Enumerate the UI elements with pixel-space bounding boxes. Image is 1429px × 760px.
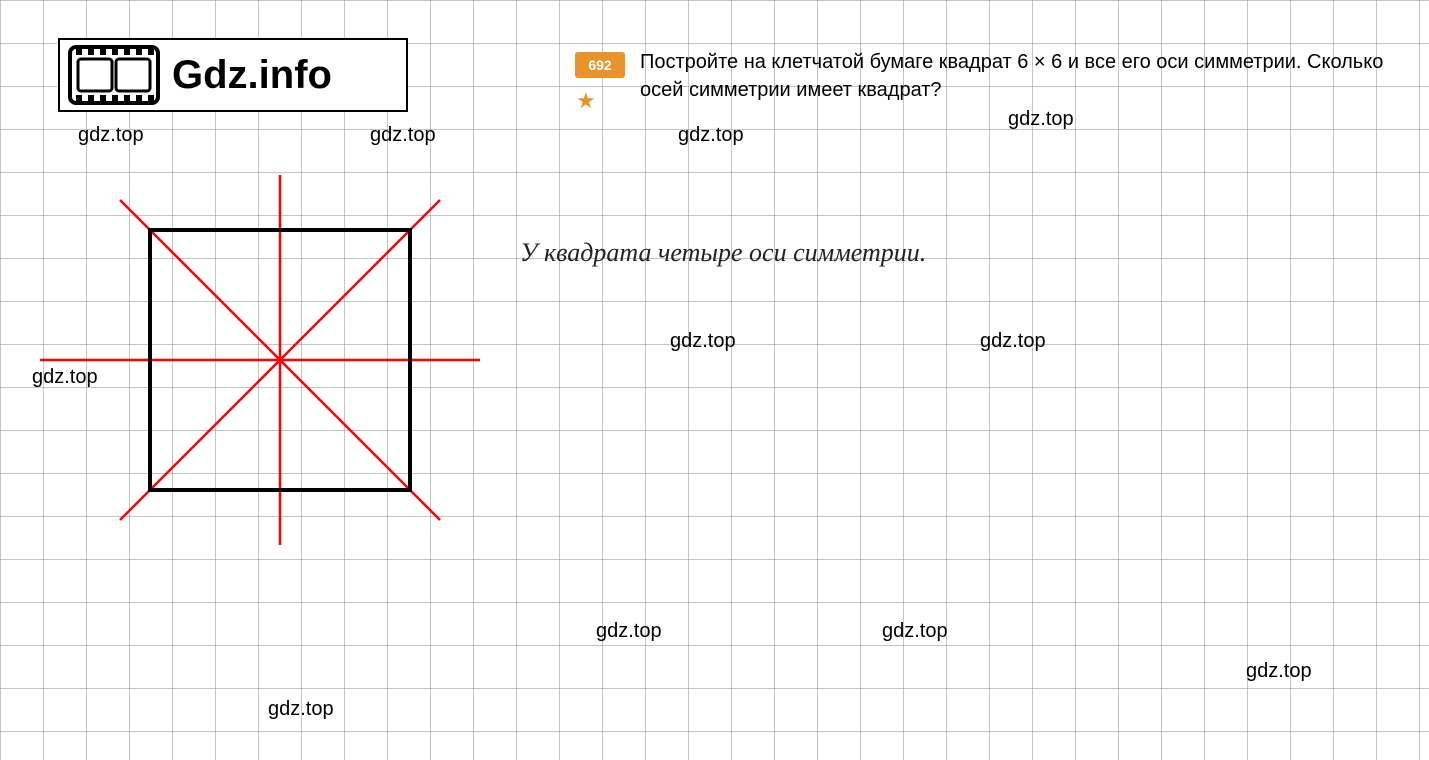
watermark: gdz.top [670,330,736,353]
watermark: gdz.top [32,366,98,389]
film-icon [64,41,164,109]
watermark: gdz.top [268,698,334,721]
watermark: gdz.top [78,124,144,147]
star-icon: ★ [576,88,596,114]
watermark: gdz.top [370,124,436,147]
watermark: gdz.top [1246,660,1312,683]
watermark: gdz.top [678,124,744,147]
watermark: gdz.top [596,620,662,643]
watermark: gdz.top [882,620,948,643]
symmetry-diagram [20,160,490,560]
watermark: gdz.top [980,330,1046,353]
logo-text: Gdz.info [172,53,332,98]
handwritten-answer: У квадрата четыре оси симметрии. [520,238,926,268]
problem-text: Постройте на клетчатой бумаге квадрат 6 … [640,48,1410,104]
problem-number-badge: 692 [575,52,625,78]
logo-container: Gdz.info [58,38,408,112]
watermark: gdz.top [1008,108,1074,131]
